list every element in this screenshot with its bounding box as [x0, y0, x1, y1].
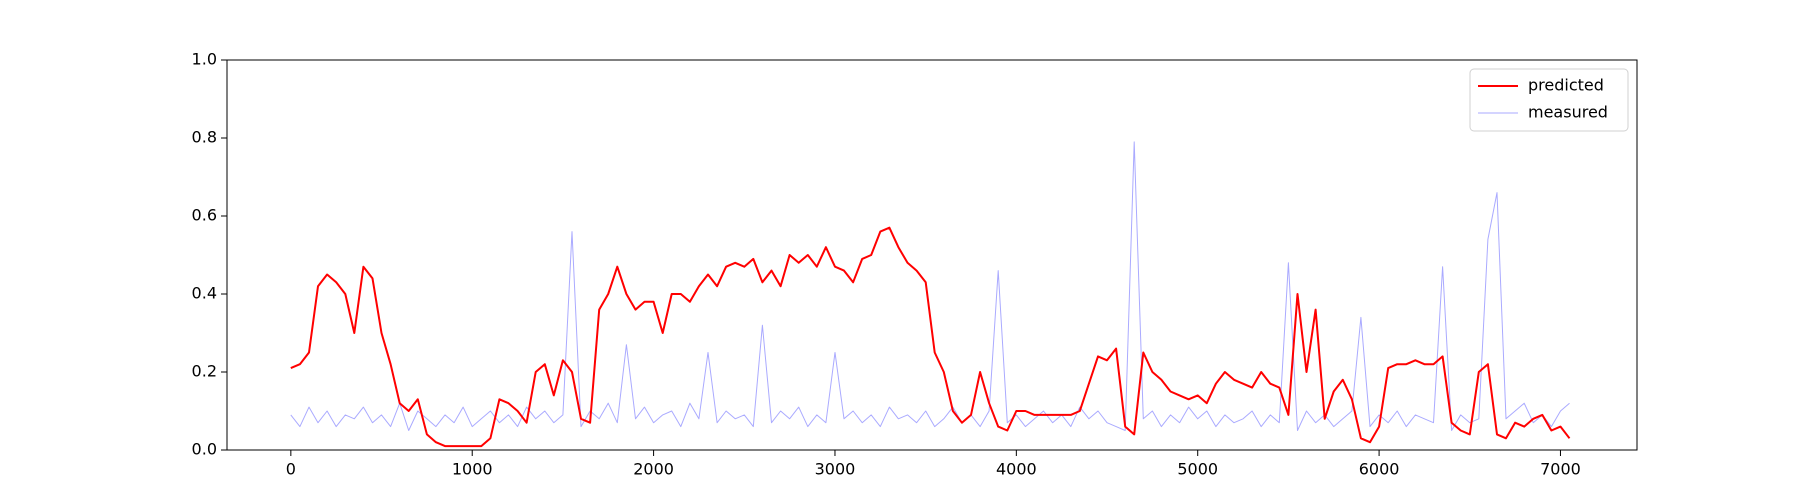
x-tick-label: 3000: [815, 460, 856, 479]
x-tick-label: 6000: [1359, 460, 1400, 479]
legend: predicted measured: [1469, 68, 1629, 132]
x-tick-label: 5000: [1177, 460, 1218, 479]
plot-frame: [226, 59, 1638, 451]
x-tick-label: 2000: [633, 460, 674, 479]
line-series: [290, 226, 1571, 448]
y-tick-label: 0.2: [192, 362, 217, 381]
x-tick-label: 4000: [996, 460, 1037, 479]
legend-label: measured: [1528, 103, 1608, 122]
line-series: [290, 141, 1570, 431]
y-tick-label: 0.6: [192, 206, 217, 225]
x-tick-label: 0: [286, 460, 296, 479]
legend-box: [1469, 68, 1629, 132]
x-tick-label: 7000: [1540, 460, 1581, 479]
y-tick-label: 1.0: [192, 50, 217, 69]
legend-label: predicted: [1528, 76, 1604, 95]
y-tick-label: 0.0: [192, 440, 217, 459]
x-tick-label: 1000: [452, 460, 493, 479]
y-tick-label: 0.8: [192, 128, 217, 147]
y-tick-label: 0.4: [192, 284, 217, 303]
